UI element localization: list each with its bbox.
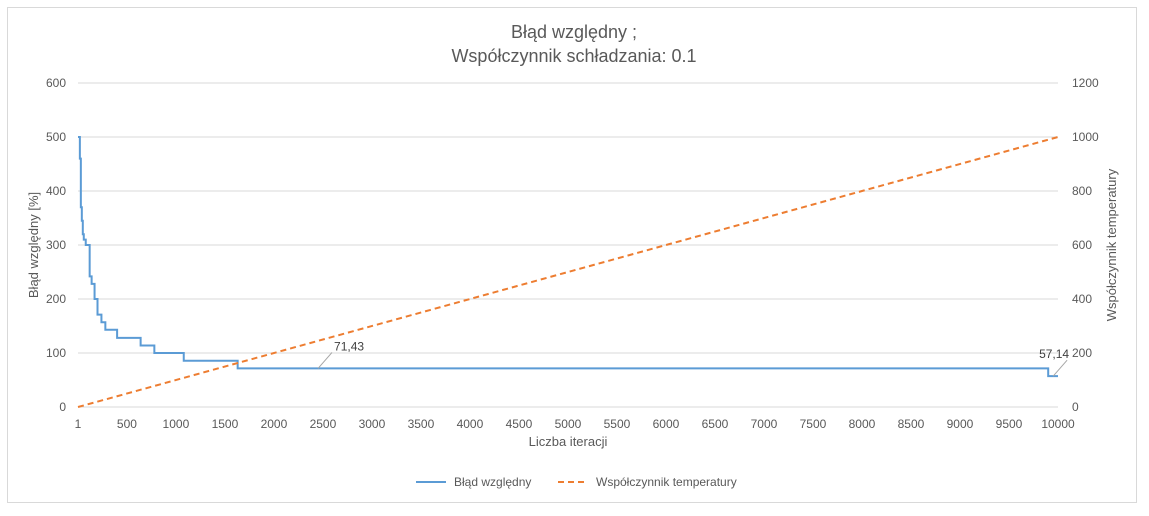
x-tick-label: 4000 [457, 417, 484, 431]
y-left-tick-label: 200 [46, 292, 66, 306]
legend: Błąd względny Współczynnik temperatury [416, 475, 737, 489]
x-axis-label: Liczba iteracji [529, 434, 608, 449]
x-tick-label: 1500 [212, 417, 239, 431]
x-tick-label: 8500 [898, 417, 925, 431]
x-tick-label: 6500 [702, 417, 729, 431]
x-tick-label: 5500 [604, 417, 631, 431]
y-axis-label-right: Współczynnik temperatury [1104, 168, 1119, 321]
x-tick-label: 10000 [1041, 417, 1075, 431]
x-tick-labels: 1 500 1000 1500 2000 2500 3000 3500 4000 4500 5000… [75, 417, 1075, 431]
x-tick-label: 6000 [653, 417, 680, 431]
series-layer [77, 136, 1059, 408]
y-right-tick-label: 0 [1072, 400, 1079, 414]
legend-label-temperature: Współczynnik temperatury [596, 475, 737, 489]
y-right-tick-label: 1200 [1072, 76, 1099, 90]
x-tick-label: 1 [75, 417, 82, 431]
x-tick-label: 3000 [359, 417, 386, 431]
data-label-leader [317, 352, 333, 369]
x-tick-label: 1000 [163, 417, 190, 431]
x-tick-label: 9000 [947, 417, 974, 431]
x-tick-label: 2000 [261, 417, 288, 431]
data-labels: 71,43 57,14 [317, 339, 1069, 377]
y-right-tick-label: 200 [1072, 346, 1092, 360]
y-left-tick-label: 400 [46, 184, 66, 198]
series-line-error [78, 136, 1058, 378]
data-label: 71,43 [334, 339, 364, 353]
y-axis-label-left: Błąd względny [%] [26, 192, 41, 298]
gridlines [78, 82, 1058, 354]
y-left-tick-label: 500 [46, 130, 66, 144]
x-tick-label: 7000 [751, 417, 778, 431]
chart-title-line-1: Błąd względny ; [511, 22, 637, 42]
data-label: 57,14 [1039, 347, 1069, 361]
x-tick-label: 7500 [800, 417, 827, 431]
y-left-tick-label: 300 [46, 238, 66, 252]
y-right-tick-label: 1000 [1072, 130, 1099, 144]
y-left-tick-label: 0 [59, 400, 66, 414]
x-tick-label: 5000 [555, 417, 582, 431]
chart-frame [7, 7, 1137, 503]
y-left-tick-label: 600 [46, 76, 66, 90]
y-right-tick-label: 600 [1072, 238, 1092, 252]
x-tick-label: 4500 [506, 417, 533, 431]
x-tick-label: 8000 [849, 417, 876, 431]
series-line-temperature [77, 136, 1059, 408]
data-label-leader [1052, 359, 1068, 377]
x-tick-label: 9500 [996, 417, 1023, 431]
y-right-tick-labels: 0 200 400 600 800 1000 1200 [1072, 76, 1099, 414]
y-right-tick-label: 800 [1072, 184, 1092, 198]
y-left-tick-labels: 0 100 200 300 400 500 600 [46, 76, 66, 414]
y-left-tick-label: 100 [46, 346, 66, 360]
chart-title-line-2: Współczynnik schładzania: 0.1 [451, 46, 696, 66]
x-tick-label: 3500 [408, 417, 435, 431]
legend-label-error: Błąd względny [454, 475, 531, 489]
x-tick-label: 2500 [310, 417, 337, 431]
x-tick-label: 500 [117, 417, 137, 431]
y-right-tick-label: 400 [1072, 292, 1092, 306]
